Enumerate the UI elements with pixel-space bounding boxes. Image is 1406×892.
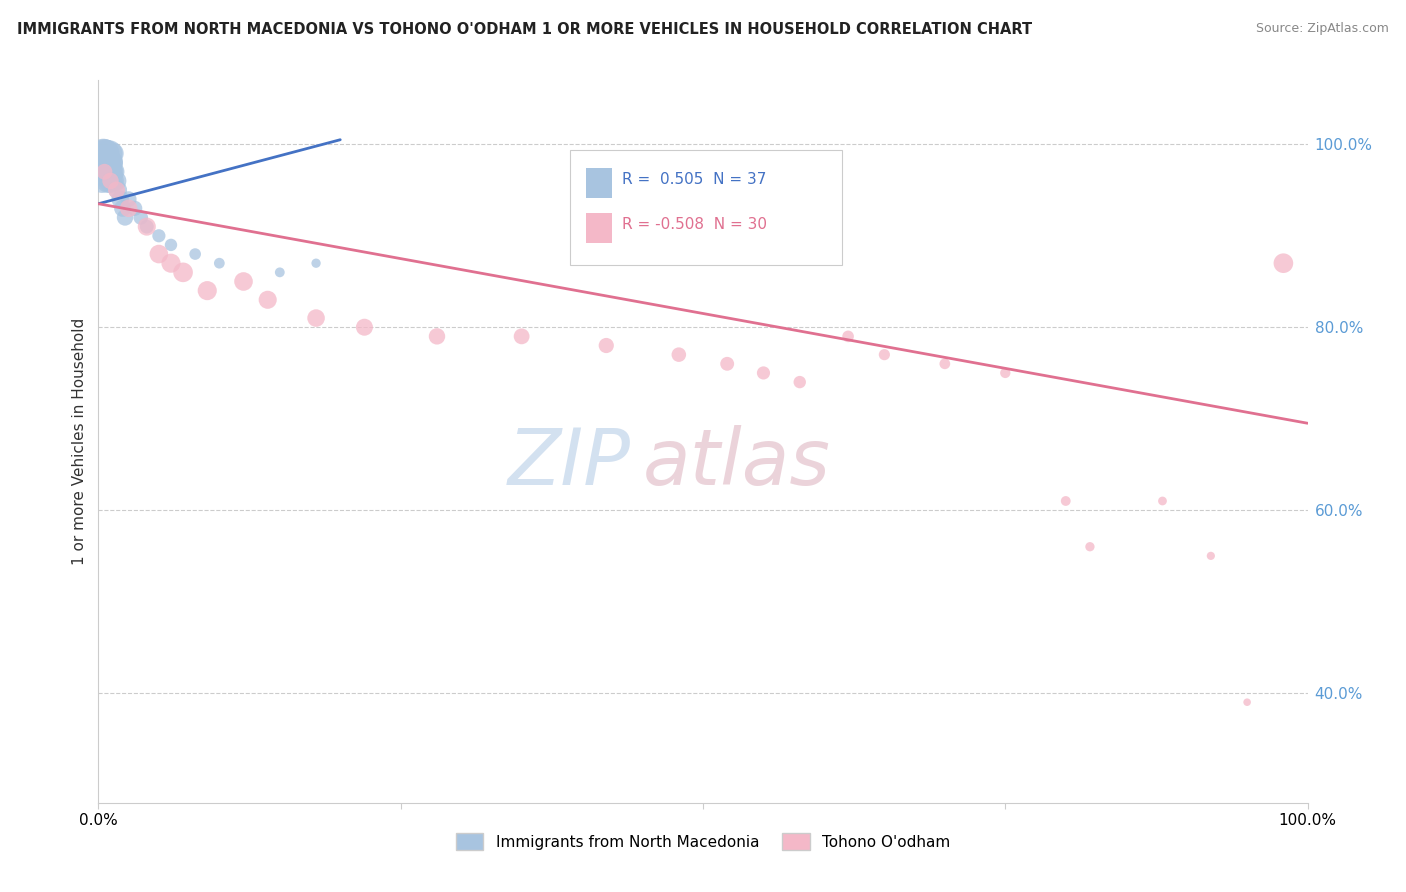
Point	[96, 155, 118, 169]
Bar	[586, 168, 613, 198]
Point	[595, 338, 617, 352]
Point	[96, 165, 118, 179]
Point	[269, 265, 291, 279]
Point	[100, 165, 122, 179]
Point	[100, 174, 122, 188]
Point	[100, 155, 122, 169]
Point	[91, 174, 114, 188]
Point	[94, 165, 117, 179]
Point	[93, 155, 115, 169]
Point	[1054, 494, 1077, 508]
Point	[100, 174, 122, 188]
Point	[91, 146, 114, 161]
Point	[873, 348, 896, 362]
Text: R =  0.505  N = 37: R = 0.505 N = 37	[621, 172, 766, 186]
Point	[107, 183, 129, 197]
FancyBboxPatch shape	[569, 151, 842, 265]
Point	[1199, 549, 1222, 563]
Point	[93, 165, 115, 179]
Y-axis label: 1 or more Vehicles in Household: 1 or more Vehicles in Household	[72, 318, 87, 566]
Point	[91, 165, 114, 179]
Bar	[586, 212, 613, 243]
Text: atlas: atlas	[643, 425, 831, 501]
Point	[94, 146, 117, 161]
Point	[353, 320, 375, 334]
Text: R = -0.508  N = 30: R = -0.508 N = 30	[621, 217, 768, 232]
Point	[1078, 540, 1101, 554]
Point	[90, 165, 112, 179]
Point	[1152, 494, 1174, 508]
Text: Source: ZipAtlas.com: Source: ZipAtlas.com	[1256, 22, 1389, 36]
Legend: Immigrants from North Macedonia, Tohono O'odham: Immigrants from North Macedonia, Tohono …	[450, 827, 956, 856]
Point	[195, 284, 218, 298]
Point	[160, 238, 183, 252]
Point	[1272, 256, 1295, 270]
Point	[668, 348, 690, 362]
Point	[98, 146, 121, 161]
Point	[105, 174, 128, 188]
Point	[716, 357, 738, 371]
Point	[100, 155, 122, 169]
Point	[124, 202, 146, 216]
Point	[305, 256, 328, 270]
Point	[837, 329, 859, 343]
Point	[129, 211, 152, 225]
Point	[108, 192, 131, 206]
Point	[118, 202, 141, 216]
Point	[208, 256, 231, 270]
Point	[111, 202, 134, 216]
Point	[91, 155, 114, 169]
Point	[789, 375, 811, 389]
Point	[114, 211, 136, 225]
Point	[97, 155, 120, 169]
Point	[135, 219, 157, 234]
Text: ZIP: ZIP	[508, 425, 630, 501]
Point	[426, 329, 449, 343]
Text: IMMIGRANTS FROM NORTH MACEDONIA VS TOHONO O'ODHAM 1 OR MORE VEHICLES IN HOUSEHOL: IMMIGRANTS FROM NORTH MACEDONIA VS TOHON…	[17, 22, 1032, 37]
Point	[135, 219, 157, 234]
Point	[160, 256, 183, 270]
Point	[256, 293, 278, 307]
Point	[118, 192, 141, 206]
Point	[103, 165, 125, 179]
Point	[305, 311, 328, 326]
Point	[148, 228, 170, 243]
Point	[148, 247, 170, 261]
Point	[510, 329, 533, 343]
Point	[101, 174, 124, 188]
Point	[934, 357, 956, 371]
Point	[97, 174, 120, 188]
Point	[98, 165, 121, 179]
Point	[184, 247, 207, 261]
Point	[93, 146, 115, 161]
Point	[232, 275, 254, 289]
Point	[752, 366, 775, 380]
Point	[994, 366, 1017, 380]
Point	[101, 146, 124, 161]
Point	[172, 265, 194, 279]
Point	[105, 183, 128, 197]
Point	[1236, 695, 1258, 709]
